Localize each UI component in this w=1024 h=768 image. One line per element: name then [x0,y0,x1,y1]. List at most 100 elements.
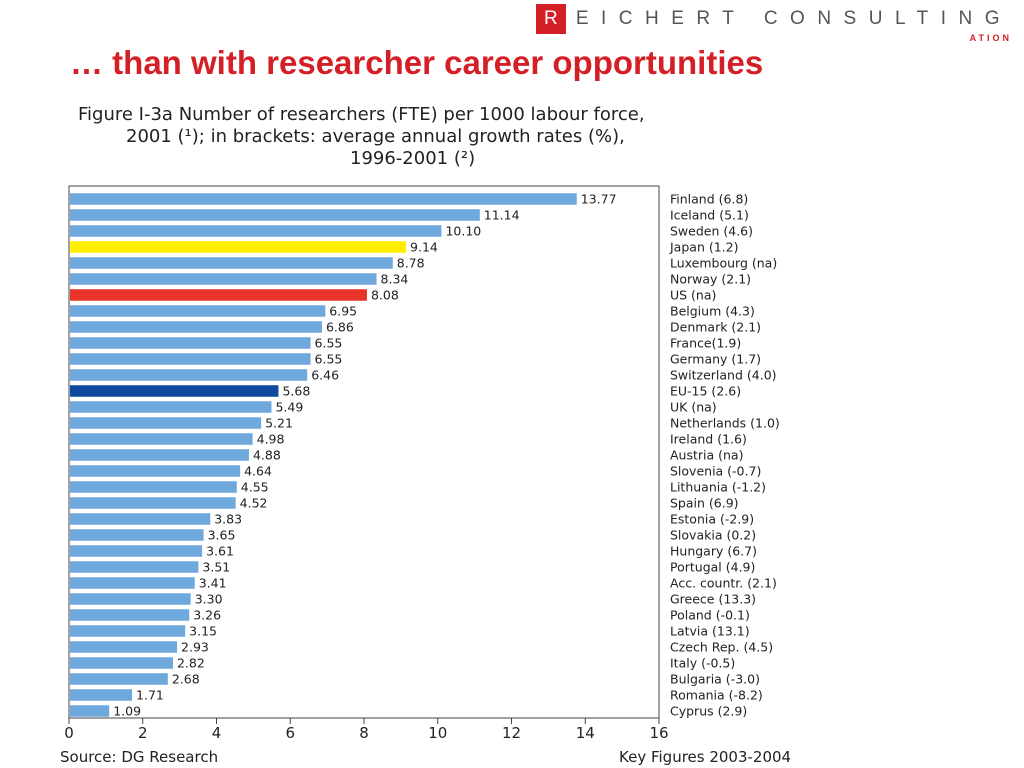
category-label: Austria (na) [670,448,743,463]
category-label: Bulgaria (-3.0) [670,672,760,687]
bar [70,257,393,269]
bar-value-label: 13.77 [581,192,617,207]
bar [70,193,577,205]
bar-value-label: 3.51 [202,560,230,575]
category-label: Spain (6.9) [670,496,739,511]
bar-value-label: 11.14 [484,208,520,223]
category-label: Ireland (1.6) [670,432,747,447]
logo-text: EICHERT CONSULTING [575,8,1012,29]
category-label: UK (na) [670,400,717,415]
bar [70,369,308,381]
x-tick-label: 10 [428,724,447,742]
x-tick-label: 8 [359,724,369,742]
category-label: Latvia (13.1) [670,624,750,639]
category-label: Norway (2.1) [670,272,751,287]
category-label: Italy (-0.5) [670,656,735,671]
category-label: Estonia (-2.9) [670,512,754,527]
bar-value-label: 5.49 [275,400,303,415]
bar [70,481,237,493]
category-label: Romania (-8.2) [670,688,763,703]
category-label: Greece (13.3) [670,592,756,607]
bar [70,289,367,301]
category-label: Denmark (2.1) [670,320,761,335]
bar [70,561,199,573]
bar [70,529,204,541]
bar-value-label: 8.78 [397,256,425,271]
slide-title: … than with researcher career opportunit… [70,44,764,81]
x-tick-label: 0 [64,724,74,742]
source-note: Source: DG Research [60,748,219,766]
bar-value-label: 6.46 [311,368,339,383]
category-label: Slovenia (-0.7) [670,464,761,479]
bar-value-label: 3.65 [208,528,236,543]
bar [70,609,190,621]
category-label: US (na) [670,288,716,303]
figure-title: Figure I-3a Number of researchers (FTE) … [78,104,818,170]
key-figures-note: Key Figures 2003-2004 [619,748,792,766]
bar [70,497,236,509]
bar [70,225,442,237]
logo-tagline: ATION [969,33,1012,43]
category-label: Sweden (4.6) [670,224,753,239]
figure-title-line-1: Figure I-3a Number of researchers (FTE) … [78,104,645,125]
logo-letter: R [535,4,566,34]
bar-value-label: 4.88 [253,448,281,463]
bar-value-label: 6.95 [329,304,357,319]
bar [70,593,191,605]
bar-value-label: 1.09 [113,704,141,719]
bar [70,353,311,365]
category-label: Finland (6.8) [670,192,748,207]
bar [70,673,168,685]
x-tick-label: 6 [285,724,295,742]
bar-value-label: 5.68 [282,384,310,399]
bar [70,513,211,525]
x-tick-label: 14 [576,724,595,742]
x-tick-label: 2 [138,724,148,742]
bar-value-label: 8.08 [371,288,399,303]
bar [70,465,241,477]
logo: R EICHERT CONSULTING [535,4,1012,34]
bar [70,401,272,413]
bar [70,433,253,445]
bar [70,449,249,461]
bar [70,273,377,285]
category-label: EU-15 (2.6) [670,384,741,399]
bar [70,657,173,669]
bar-value-label: 6.55 [315,352,343,367]
category-label: Hungary (6.7) [670,544,757,559]
category-label: Slovakia (0.2) [670,528,756,543]
bar-value-label: 6.86 [326,320,354,335]
bar-value-label: 9.14 [410,240,438,255]
x-tick-label: 4 [212,724,222,742]
bar-value-label: 4.64 [244,464,272,479]
bar-value-label: 3.41 [199,576,227,591]
bar-value-label: 3.15 [189,624,217,639]
bar [70,545,203,557]
bar-value-label: 3.83 [214,512,242,527]
category-label: Czech Rep. (4.5) [670,640,773,655]
category-label: Netherlands (1.0) [670,416,780,431]
category-label: Acc. countr. (2.1) [670,576,777,591]
bar [70,689,133,701]
x-tick-label: 16 [649,724,668,742]
bar [70,385,279,397]
bar-value-label: 4.98 [257,432,285,447]
category-label: Cyprus (2.9) [670,704,747,719]
bar-value-label: 2.82 [177,656,205,671]
bar [70,305,326,317]
bar-value-label: 2.93 [181,640,209,655]
figure-title-line-3: 1996-2001 (²) [350,148,476,169]
bar-value-label: 6.55 [315,336,343,351]
bar-value-label: 3.61 [206,544,234,559]
bar [70,337,311,349]
bar-value-label: 3.30 [195,592,223,607]
category-label: Switzerland (4.0) [670,368,777,383]
category-label: Lithuania (-1.2) [670,480,766,495]
category-label: Germany (1.7) [670,352,761,367]
category-label: Iceland (5.1) [670,208,749,223]
category-label: Portugal (4.9) [670,560,755,575]
category-label: Luxembourg (na) [670,256,777,271]
bar-value-label: 8.34 [381,272,409,287]
category-label: Japan (1.2) [669,240,738,255]
figure-title-line-2: 2001 (¹); in brackets: average annual gr… [126,126,625,147]
